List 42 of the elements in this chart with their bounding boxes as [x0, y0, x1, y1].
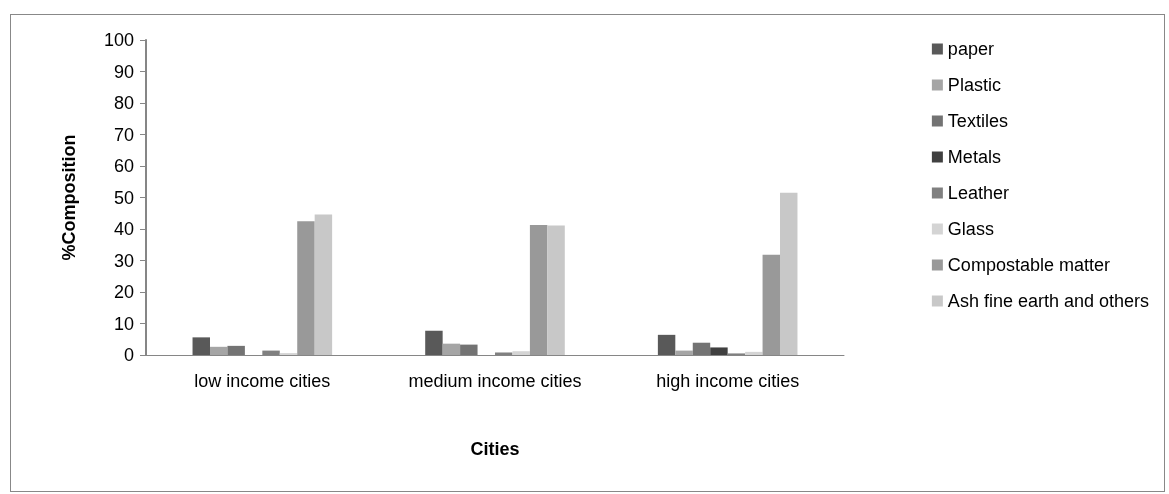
- bar: [209, 346, 228, 355]
- y-tick-label: 80: [113, 93, 134, 113]
- bar: [442, 343, 461, 355]
- bar: [192, 337, 210, 355]
- y-tick-label: 50: [113, 187, 134, 208]
- y-tick-label: 0: [123, 345, 134, 365]
- legend-label: Textiles: [947, 111, 1008, 131]
- bar: [692, 342, 711, 355]
- y-tick-label: 40: [113, 219, 134, 239]
- y-tick-label: 100: [103, 30, 134, 50]
- legend-label: Metals: [947, 147, 1001, 167]
- bar: [710, 347, 728, 355]
- x-axis-title: Cities: [470, 439, 520, 459]
- bar: [547, 225, 565, 355]
- bar: [675, 350, 693, 355]
- bar: [762, 254, 781, 355]
- bar: [657, 334, 676, 355]
- y-tick-label: 60: [113, 156, 134, 176]
- y-tick-label: 90: [113, 61, 134, 82]
- legend-label: Glass: [947, 219, 994, 239]
- y-tick-label: 70: [113, 124, 134, 145]
- legend-label: Compostable matter: [947, 255, 1110, 275]
- bar: [460, 344, 478, 355]
- legend-label: Leather: [947, 183, 1009, 203]
- bar: [745, 351, 763, 355]
- x-tick-label: medium income cities: [408, 371, 582, 391]
- bar: [780, 192, 798, 355]
- bar: [512, 351, 530, 355]
- bar: [227, 345, 245, 355]
- bar: [314, 214, 333, 355]
- y-tick-label: 30: [113, 250, 134, 271]
- y-tick-label: 10: [113, 313, 134, 334]
- bar: [425, 330, 443, 355]
- legend-label: Plastic: [947, 75, 1001, 95]
- x-tick-label: low income cities: [194, 371, 331, 391]
- x-tick-label: high income cities: [656, 371, 800, 391]
- y-tick-label: 20: [113, 282, 134, 302]
- legend-label: paper: [947, 39, 994, 59]
- legend-label: Ash fine earth and others: [947, 291, 1150, 311]
- y-axis-title: %Composition: [59, 134, 79, 261]
- bar: [529, 224, 548, 355]
- bar: [297, 221, 315, 355]
